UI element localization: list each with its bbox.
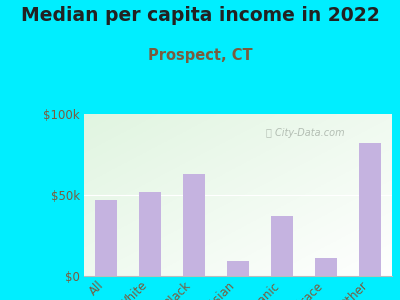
Bar [182,174,206,276]
Text: ⓘ City-Data.com: ⓘ City-Data.com [266,128,345,138]
Bar [314,258,338,276]
Text: Median per capita income in 2022: Median per capita income in 2022 [21,6,379,25]
Bar [226,261,250,276]
Bar [270,216,294,276]
Bar [94,200,118,276]
Bar [138,192,162,276]
Bar [358,143,382,276]
Text: Prospect, CT: Prospect, CT [148,48,252,63]
